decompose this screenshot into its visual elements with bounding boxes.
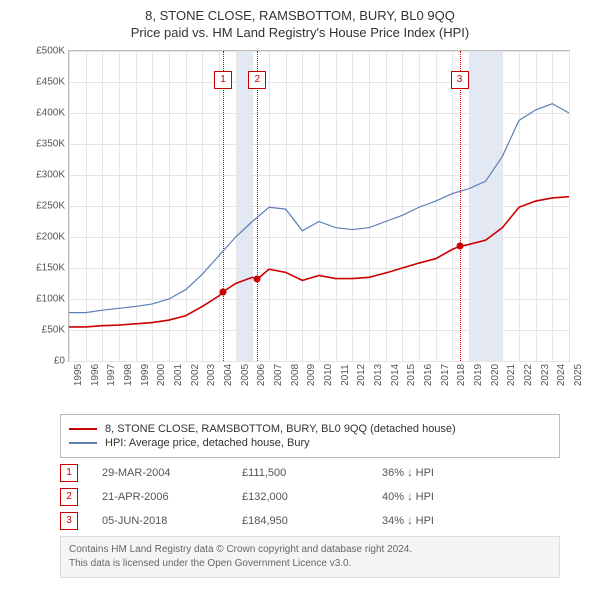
- txn-price: £132,000: [242, 491, 382, 503]
- plot-area: £0£50K£100K£150K£200K£250K£300K£350K£400…: [68, 50, 570, 362]
- txn-price: £111,500: [242, 467, 382, 479]
- y-axis-label: £100K: [36, 294, 69, 305]
- title-sub: Price paid vs. HM Land Registry's House …: [0, 25, 600, 40]
- chart-titles: 8, STONE CLOSE, RAMSBOTTOM, BURY, BL0 9Q…: [0, 0, 600, 44]
- gridline-h: [69, 361, 569, 362]
- x-axis-label: 2011: [336, 364, 351, 386]
- footer-line1: Contains HM Land Registry data © Crown c…: [69, 543, 551, 557]
- x-axis-label: 2010: [319, 364, 334, 386]
- y-axis-label: £250K: [36, 201, 69, 212]
- x-axis-label: 2005: [236, 364, 251, 386]
- data-point: [254, 276, 261, 283]
- x-axis-label: 2020: [486, 364, 501, 386]
- x-axis-label: 1995: [69, 364, 84, 386]
- txn-number: 1: [60, 464, 78, 482]
- y-axis-label: £500K: [36, 46, 69, 57]
- y-axis-label: £50K: [42, 325, 69, 336]
- txn-date: 21-APR-2006: [102, 491, 242, 503]
- x-axis-label: 2023: [536, 364, 551, 386]
- legend-label: HPI: Average price, detached house, Bury: [105, 437, 310, 449]
- x-axis-label: 2000: [152, 364, 167, 386]
- x-axis-label: 2004: [219, 364, 234, 386]
- x-axis-label: 2015: [402, 364, 417, 386]
- transactions-table: 1 29-MAR-2004£111,50036% ↓ HPI 2 21-APR-200…: [60, 464, 560, 530]
- y-axis-label: £0: [54, 356, 69, 367]
- y-axis-label: £150K: [36, 263, 69, 274]
- x-axis-label: 2017: [436, 364, 451, 386]
- txn-date: 29-MAR-2004: [102, 467, 242, 479]
- legend-label: 8, STONE CLOSE, RAMSBOTTOM, BURY, BL0 9Q…: [105, 423, 456, 435]
- x-axis-label: 1998: [119, 364, 134, 386]
- x-axis-label: 2001: [169, 364, 184, 386]
- x-axis-label: 2025: [569, 364, 584, 386]
- txn-diff: 34% ↓ HPI: [382, 515, 522, 527]
- txn-price: £184,950: [242, 515, 382, 527]
- x-axis-label: 2012: [352, 364, 367, 386]
- txn-diff: 36% ↓ HPI: [382, 467, 522, 479]
- x-axis-label: 1999: [136, 364, 151, 386]
- x-axis-label: 2002: [186, 364, 201, 386]
- legend-swatch: [69, 428, 97, 430]
- x-axis-label: 2003: [202, 364, 217, 386]
- x-axis-label: 2016: [419, 364, 434, 386]
- transaction-row: 1 29-MAR-2004£111,50036% ↓ HPI: [60, 464, 560, 482]
- x-axis-label: 2021: [502, 364, 517, 386]
- y-axis-label: £200K: [36, 232, 69, 243]
- x-axis-label: 2019: [469, 364, 484, 386]
- x-axis-label: 2018: [452, 364, 467, 386]
- y-axis-label: £400K: [36, 108, 69, 119]
- x-axis-label: 2006: [252, 364, 267, 386]
- txn-number: 3: [60, 512, 78, 530]
- y-axis-label: £450K: [36, 77, 69, 88]
- legend-item: HPI: Average price, detached house, Bury: [69, 437, 551, 449]
- x-axis-label: 1997: [102, 364, 117, 386]
- y-axis-label: £300K: [36, 170, 69, 181]
- x-axis-label: 2014: [386, 364, 401, 386]
- legend-swatch: [69, 442, 97, 444]
- txn-date: 05-JUN-2018: [102, 515, 242, 527]
- x-axis-label: 2007: [269, 364, 284, 386]
- series-property: [69, 197, 569, 327]
- series-svg: [69, 51, 569, 361]
- series-hpi: [69, 104, 569, 313]
- legend: 8, STONE CLOSE, RAMSBOTTOM, BURY, BL0 9Q…: [60, 414, 560, 458]
- gridline-v: [569, 51, 570, 361]
- data-point: [456, 243, 463, 250]
- transaction-row: 3 05-JUN-2018£184,95034% ↓ HPI: [60, 512, 560, 530]
- footer-attribution: Contains HM Land Registry data © Crown c…: [60, 536, 560, 578]
- x-axis-label: 2013: [369, 364, 384, 386]
- x-axis-label: 1996: [86, 364, 101, 386]
- x-axis-label: 2024: [552, 364, 567, 386]
- legend-item: 8, STONE CLOSE, RAMSBOTTOM, BURY, BL0 9Q…: [69, 423, 551, 435]
- title-main: 8, STONE CLOSE, RAMSBOTTOM, BURY, BL0 9Q…: [0, 8, 600, 23]
- data-point: [220, 288, 227, 295]
- txn-number: 2: [60, 488, 78, 506]
- x-axis-label: 2022: [519, 364, 534, 386]
- x-axis-label: 2008: [286, 364, 301, 386]
- x-axis-label: 2009: [302, 364, 317, 386]
- footer-line2: This data is licensed under the Open Gov…: [69, 557, 551, 571]
- transaction-row: 2 21-APR-2006£132,00040% ↓ HPI: [60, 488, 560, 506]
- txn-diff: 40% ↓ HPI: [382, 491, 522, 503]
- chart: £0 £50K £100K £150K £200K £250K £300K £350K £400…: [20, 44, 580, 404]
- y-axis-label: £350K: [36, 139, 69, 150]
